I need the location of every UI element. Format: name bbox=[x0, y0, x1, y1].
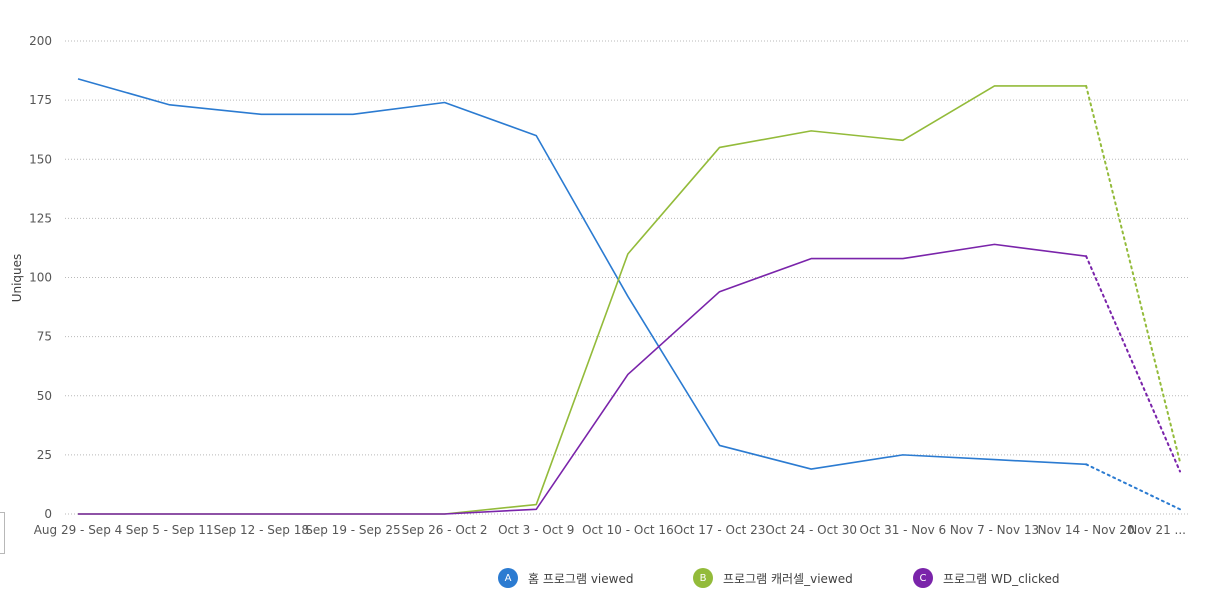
side-panel-handle[interactable] bbox=[0, 512, 5, 554]
y-tick-label: 100 bbox=[29, 271, 52, 285]
y-tick-label: 125 bbox=[29, 211, 52, 225]
legend: A 홈 프로그램 viewed B 프로그램 캐러셀_viewed C 프로그램 WD_c… bbox=[0, 568, 1227, 592]
y-tick-label: 0 bbox=[44, 507, 52, 521]
series-line-incomplete bbox=[1085, 463, 1181, 511]
y-tick-label: 150 bbox=[29, 152, 52, 166]
y-axis-ticks: 0 25 50 75 100 125 150 175 200 bbox=[29, 34, 52, 521]
legend-badge: A bbox=[498, 568, 518, 588]
y-tick-label: 75 bbox=[37, 330, 52, 344]
y-tick-label: 50 bbox=[37, 389, 52, 403]
x-tick-label: Sep 26 - Oct 2 bbox=[402, 523, 488, 537]
x-tick-label: Oct 17 - Oct 23 bbox=[674, 523, 766, 537]
x-tick-label: Nov 21 ... bbox=[1128, 523, 1186, 537]
y-tick-label: 200 bbox=[29, 34, 52, 48]
y-tick-label: 175 bbox=[29, 93, 52, 107]
x-tick-label: Sep 5 - Sep 11 bbox=[126, 523, 214, 537]
y-tick-label: 25 bbox=[37, 448, 52, 462]
series-line-incomplete bbox=[1085, 84, 1181, 463]
x-tick-label: Oct 10 - Oct 16 bbox=[582, 523, 674, 537]
series-lines bbox=[77, 78, 1181, 515]
legend-item-c[interactable]: C 프로그램 WD_clicked bbox=[913, 568, 1059, 588]
series-line-incomplete bbox=[1085, 255, 1181, 473]
series-line[interactable] bbox=[78, 243, 1087, 515]
x-axis-ticks: Aug 29 - Sep 4 Sep 5 - Sep 11 Sep 12 - Sep… bbox=[34, 523, 1186, 537]
legend-badge: B bbox=[693, 568, 713, 588]
series-line[interactable] bbox=[77, 78, 1087, 470]
y-axis-label: Uniques bbox=[10, 254, 24, 303]
x-tick-label: Oct 3 - Oct 9 bbox=[498, 523, 574, 537]
x-tick-label: Nov 7 - Nov 13 bbox=[950, 523, 1039, 537]
legend-label: 프로그램 WD_clicked bbox=[943, 571, 1060, 586]
series-a bbox=[77, 78, 1181, 511]
x-tick-label: Sep 19 - Sep 25 bbox=[305, 523, 400, 537]
x-tick-label: Sep 12 - Sep 18 bbox=[214, 523, 309, 537]
series-c bbox=[78, 243, 1181, 515]
x-tick-label: Aug 29 - Sep 4 bbox=[34, 523, 123, 537]
legend-label: 프로그램 캐러셀_viewed bbox=[723, 571, 853, 586]
legend-label: 홈 프로그램 viewed bbox=[528, 571, 634, 586]
x-tick-label: Oct 24 - Oct 30 bbox=[765, 523, 857, 537]
series-b bbox=[78, 84, 1181, 515]
x-tick-label: Oct 31 - Nov 6 bbox=[860, 523, 947, 537]
series-line[interactable] bbox=[78, 85, 1087, 515]
legend-item-b[interactable]: B 프로그램 캐러셀_viewed bbox=[693, 568, 853, 588]
legend-badge: C bbox=[913, 568, 933, 588]
x-tick-label: Nov 14 - Nov 20 bbox=[1038, 523, 1135, 537]
legend-item-a[interactable]: A 홈 프로그램 viewed bbox=[498, 568, 633, 588]
